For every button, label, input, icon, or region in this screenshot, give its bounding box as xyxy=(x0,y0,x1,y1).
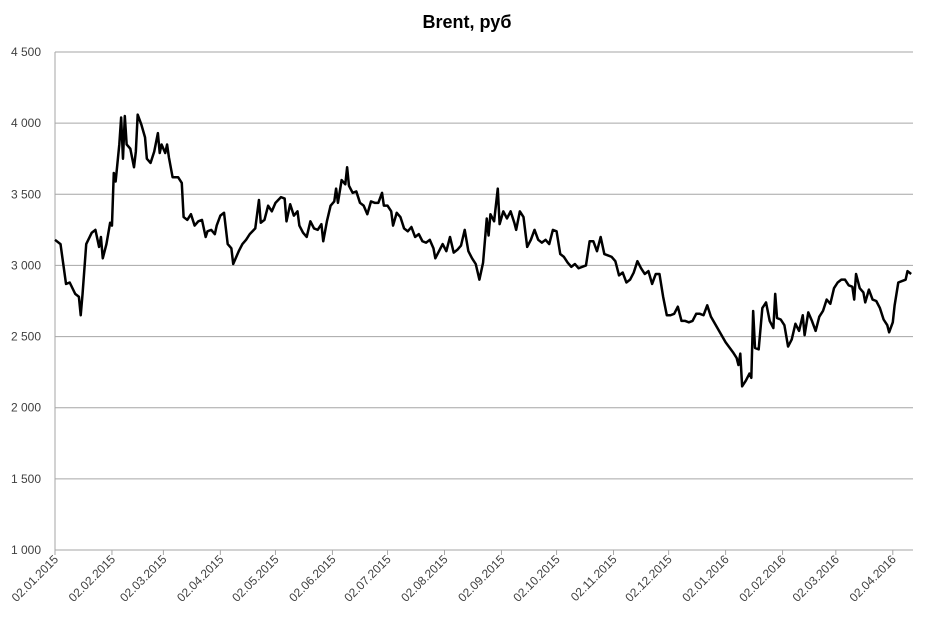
x-tick-label: 02.09.2015 xyxy=(455,552,508,605)
y-tick-label: 3 000 xyxy=(11,258,41,272)
x-tick-label: 02.10.2015 xyxy=(510,552,563,605)
y-tick-label: 4 500 xyxy=(11,45,41,59)
x-tick-label: 02.07.2015 xyxy=(341,552,394,605)
y-tick-label: 3 500 xyxy=(11,187,41,201)
y-tick-label: 1 000 xyxy=(11,543,41,557)
x-tick-label: 02.11.2015 xyxy=(568,552,620,604)
x-tick-label: 02.06.2015 xyxy=(286,552,339,605)
x-tick-label: 02.04.2015 xyxy=(174,552,227,605)
x-tick-label: 02.04.2016 xyxy=(847,552,900,605)
data-line xyxy=(54,113,912,388)
x-tick-label: 02.12.2015 xyxy=(622,552,675,605)
x-tick-label: 02.08.2015 xyxy=(398,552,451,605)
y-tick-label: 4 000 xyxy=(11,116,41,130)
x-tick-label: 02.03.2016 xyxy=(790,552,843,605)
x-tick-label: 02.01.2015 xyxy=(9,552,62,605)
y-tick-label: 2 000 xyxy=(11,401,41,415)
x-tick-label: 02.02.2016 xyxy=(736,552,789,605)
y-tick-label: 1 500 xyxy=(11,472,41,486)
x-tick-label: 02.02.2015 xyxy=(66,552,119,605)
y-tick-label: 2 500 xyxy=(11,330,41,344)
x-tick-label: 02.03.2015 xyxy=(117,552,170,605)
x-tick-label: 02.01.2016 xyxy=(679,552,732,605)
chart-title: Brent, руб xyxy=(423,12,512,32)
x-tick-label: 02.05.2015 xyxy=(229,552,282,605)
